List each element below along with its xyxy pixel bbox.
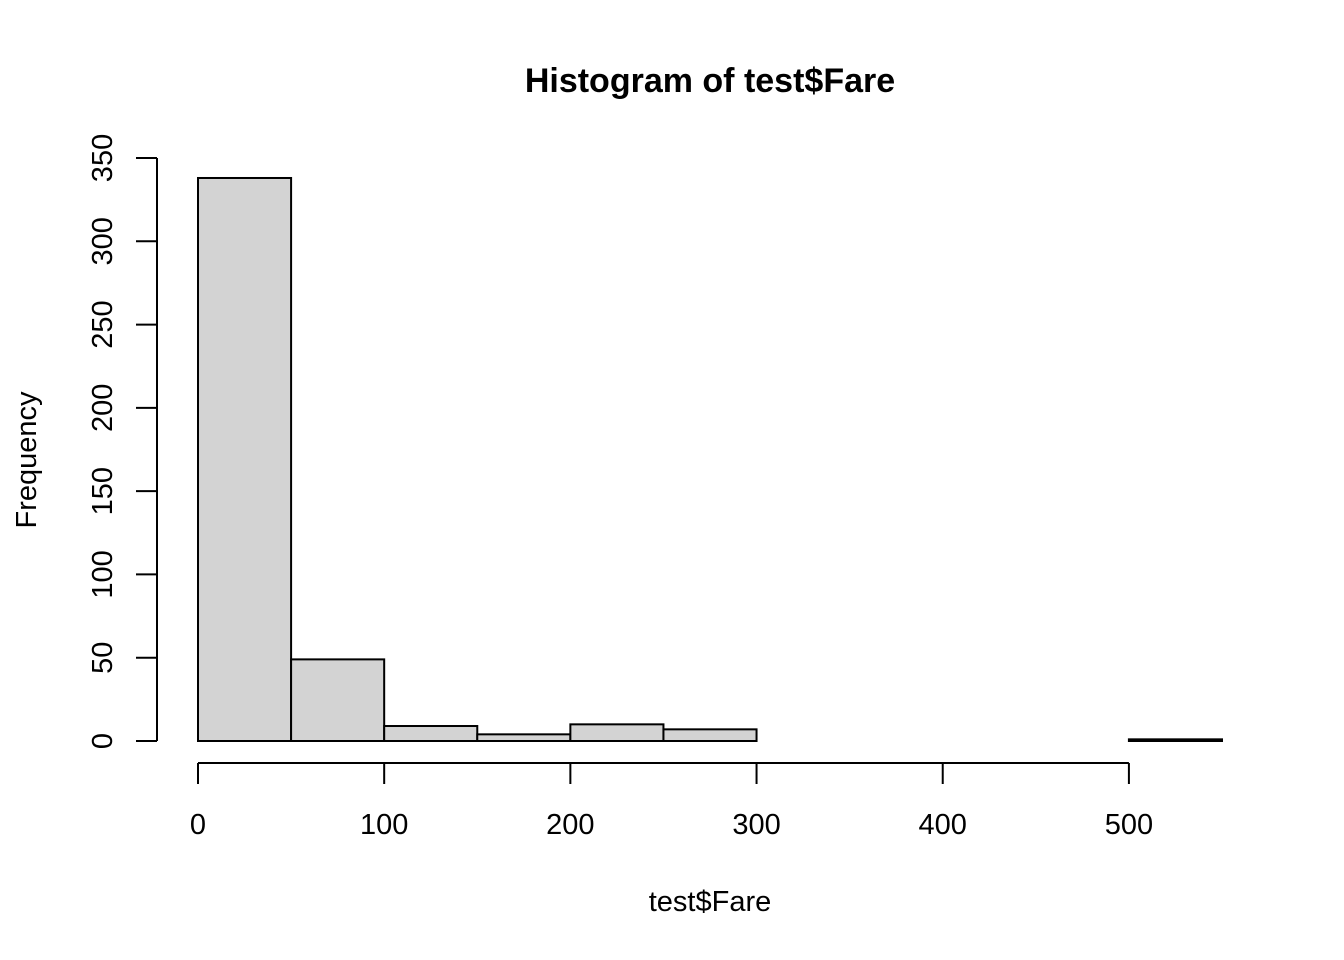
bars-group: [197, 176, 1223, 743]
y-tick-label: 0: [87, 733, 119, 749]
y-tick-label: 100: [87, 550, 119, 598]
chart-title: Histogram of test$Fare: [525, 62, 895, 100]
y-tick-label: 300: [87, 217, 119, 265]
y-axis: 0 50 100 150 200 250 300 350: [87, 134, 158, 749]
x-tick-label: 0: [190, 809, 206, 841]
x-tick-label: 400: [919, 809, 967, 841]
histogram-bar: [662, 728, 758, 743]
x-axis-label: test$Fare: [649, 886, 772, 918]
y-tick-label: 350: [87, 134, 119, 182]
y-tick-label: 200: [87, 384, 119, 432]
histogram-bar: [476, 733, 572, 743]
histogram-bar: [569, 723, 665, 742]
x-tick-label: 500: [1105, 809, 1153, 841]
y-tick-label: 50: [87, 642, 119, 674]
x-axis: 0 100 200 300 400 500: [190, 762, 1153, 841]
histogram-bar: [197, 176, 293, 742]
x-tick-label: 300: [732, 809, 780, 841]
x-tick-label: 200: [546, 809, 594, 841]
y-axis-label: Frequency: [11, 391, 43, 529]
y-tick-label: 150: [87, 467, 119, 515]
y-tick-label: 250: [87, 300, 119, 348]
histogram-bar: [1127, 738, 1223, 743]
histogram-bar: [290, 658, 386, 743]
histogram-bar: [383, 725, 479, 742]
x-tick-label: 100: [360, 809, 408, 841]
